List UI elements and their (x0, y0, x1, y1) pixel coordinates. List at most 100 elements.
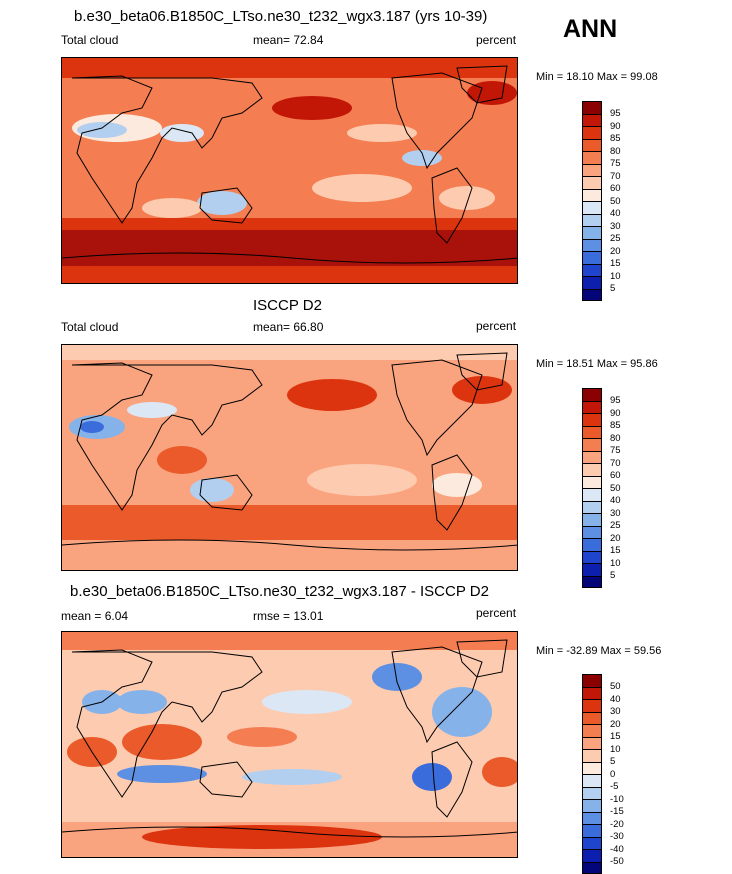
colorbar-swatch (582, 699, 602, 712)
colorbar-swatch (582, 214, 602, 227)
panel-2-tick: 70 (610, 459, 621, 469)
colorbar-swatch (582, 799, 602, 812)
colorbar-swatch (582, 226, 602, 239)
panel-2-minmax: Min = 18.51 Max = 95.86 (536, 359, 658, 370)
panel-2-tick: 85 (610, 421, 621, 431)
panel-2-tick: 75 (610, 446, 621, 456)
colorbar-swatch (582, 576, 602, 589)
panel-3-tick: -10 (610, 795, 624, 805)
colorbar-swatch (582, 849, 602, 862)
colorbar-swatch (582, 101, 602, 114)
panel-3-tick: -20 (610, 820, 624, 830)
colorbar-swatch (582, 488, 602, 501)
colorbar-swatch (582, 737, 602, 750)
panel-3-tick: -50 (610, 857, 624, 867)
panel-3-tick: -15 (610, 807, 624, 817)
panel-3-rmse: rmse = 13.01 (253, 610, 323, 622)
panel-2-tick: 30 (610, 509, 621, 519)
panel-3-colorbar (582, 674, 602, 874)
panel-1-units: percent (476, 34, 516, 46)
panel-3-tick: -30 (610, 832, 624, 842)
panel-1-map (61, 57, 518, 284)
panel-2-tick: 40 (610, 496, 621, 506)
colorbar-swatch (582, 463, 602, 476)
panel-2-tick: 50 (610, 484, 621, 494)
colorbar-swatch (582, 551, 602, 564)
panel-3-units: percent (476, 607, 516, 619)
panel-3-tick: 0 (610, 770, 615, 780)
panel-2-colorbar (582, 388, 602, 588)
panel-3-tick: 15 (610, 732, 621, 742)
colorbar-swatch (582, 762, 602, 775)
panel-1-tick: 80 (610, 147, 621, 157)
panel-1-tick: 20 (610, 247, 621, 257)
colorbar-swatch (582, 774, 602, 787)
colorbar-swatch (582, 824, 602, 837)
panel-1-tick: 25 (610, 234, 621, 244)
panel-2-map (61, 344, 518, 571)
panel-3-tick: 10 (610, 745, 621, 755)
colorbar-swatch (582, 176, 602, 189)
panel-2-tick: 10 (610, 559, 621, 569)
panel-2-tick: 60 (610, 471, 621, 481)
panel-1-tick: 90 (610, 122, 621, 132)
colorbar-swatch (582, 862, 602, 874)
panel-3-map (61, 631, 518, 858)
panel-1-tick: 95 (610, 109, 621, 119)
colorbar-swatch (582, 563, 602, 576)
panel-2-units: percent (476, 320, 516, 332)
colorbar-swatch (582, 251, 602, 264)
colorbar-swatch (582, 687, 602, 700)
panel-2-title: ISCCP D2 (253, 298, 322, 313)
panel-1-tick: 85 (610, 134, 621, 144)
panel-3-tick: -40 (610, 845, 624, 855)
panel-1-tick: 75 (610, 159, 621, 169)
colorbar-swatch (582, 513, 602, 526)
colorbar-swatch (582, 388, 602, 401)
panel-1-mean: mean= 72.84 (253, 34, 323, 46)
panel-3-tick: 30 (610, 707, 621, 717)
colorbar-swatch (582, 126, 602, 139)
colorbar-swatch (582, 139, 602, 152)
panel-1-minmax: Min = 18.10 Max = 99.08 (536, 72, 658, 83)
panel-3-minmax: Min = -32.89 Max = 59.56 (536, 646, 661, 657)
panel-1-tick: 60 (610, 184, 621, 194)
panel-1-tick: 10 (610, 272, 621, 282)
colorbar-swatch (582, 749, 602, 762)
panel-2-tick: 15 (610, 546, 621, 556)
panel-3-left-label: mean = 6.04 (61, 610, 128, 622)
colorbar-swatch (582, 812, 602, 825)
colorbar-swatch (582, 264, 602, 277)
panel-1-colorbar (582, 101, 602, 301)
panel-3-tick: 50 (610, 682, 621, 692)
panel-1-tick: 15 (610, 259, 621, 269)
panel-2-tick: 5 (610, 571, 615, 581)
colorbar-swatch (582, 289, 602, 302)
panel-2-mean: mean= 66.80 (253, 321, 323, 333)
colorbar-swatch (582, 787, 602, 800)
colorbar-swatch (582, 189, 602, 202)
panel-2-tick: 95 (610, 396, 621, 406)
colorbar-swatch (582, 538, 602, 551)
panel-1-title: b.e30_beta06.B1850C_LTso.ne30_t232_wgx3.… (74, 9, 487, 24)
panel-3-tick: 40 (610, 695, 621, 705)
colorbar-swatch (582, 501, 602, 514)
colorbar-swatch (582, 239, 602, 252)
panel-1-tick: 5 (610, 284, 615, 294)
panel-1-tick: 70 (610, 172, 621, 182)
colorbar-swatch (582, 724, 602, 737)
panel-3-tick: 20 (610, 720, 621, 730)
panel-3-tick: 5 (610, 757, 615, 767)
colorbar-swatch (582, 164, 602, 177)
colorbar-swatch (582, 413, 602, 426)
panel-3-title: b.e30_beta06.B1850C_LTso.ne30_t232_wgx3.… (70, 584, 489, 599)
colorbar-swatch (582, 276, 602, 289)
panel-1-tick: 50 (610, 197, 621, 207)
colorbar-swatch (582, 438, 602, 451)
season-label: ANN (563, 17, 617, 42)
colorbar-swatch (582, 426, 602, 439)
panel-1-tick: 40 (610, 209, 621, 219)
colorbar-swatch (582, 837, 602, 850)
colorbar-swatch (582, 401, 602, 414)
panel-1-left-label: Total cloud (61, 34, 118, 46)
